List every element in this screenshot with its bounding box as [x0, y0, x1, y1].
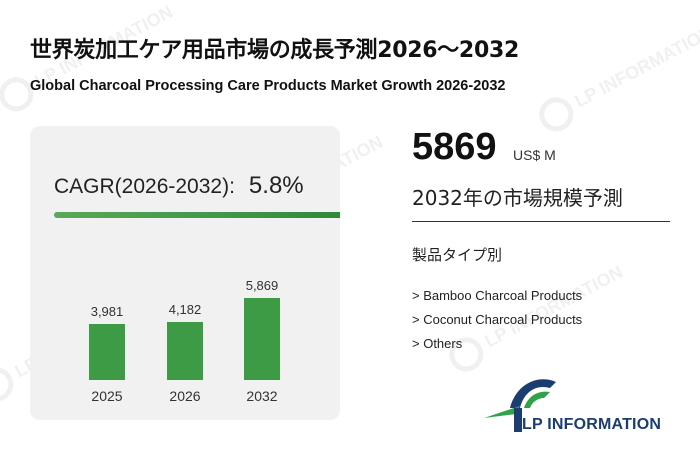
logo-text: LP INFORMATION [522, 416, 662, 433]
cagr-label: CAGR(2026-2032): [54, 175, 235, 198]
bar-value-label: 5,869 [245, 278, 279, 293]
market-size-unit: US$ M [513, 147, 556, 163]
chart-card: CAGR(2026-2032): 5.8% 3,981 2025 4,182 2026 5… [30, 126, 340, 420]
bar-2025 [89, 324, 125, 380]
bar-category-label: 2026 [169, 388, 201, 404]
bar-value-label: 3,981 [90, 304, 124, 320]
cagr-text: CAGR(2026-2032): 5.8% [54, 172, 304, 200]
bar-category-label: 2032 [246, 388, 278, 404]
segment-item: > Coconut Charcoal Products [412, 312, 583, 327]
bar-category-label: 2025 [91, 388, 123, 404]
market-size-caption: 2032年の市場規模予測 [412, 186, 623, 210]
page-subtitle: Global Charcoal Processing Care Products… [30, 78, 506, 94]
segment-item: > Others [412, 336, 463, 351]
segment-item: > Bamboo Charcoal Products [412, 288, 583, 303]
market-size-value: 5869 [412, 126, 497, 168]
bar-value-label: 4,182 [168, 301, 202, 317]
bar-2026 [167, 321, 203, 380]
divider [412, 221, 670, 222]
cagr-value: 5.8% [248, 172, 304, 199]
logo-icon [484, 379, 556, 432]
bar-2032 [244, 298, 280, 380]
cagr-underline [54, 212, 340, 218]
watermark: LP INFORMATION [533, 17, 700, 138]
segment-title: 製品タイプ別 [412, 246, 503, 264]
page-title: 世界炭加工ケア用品市場の成長予測2026～2032 [30, 38, 519, 63]
